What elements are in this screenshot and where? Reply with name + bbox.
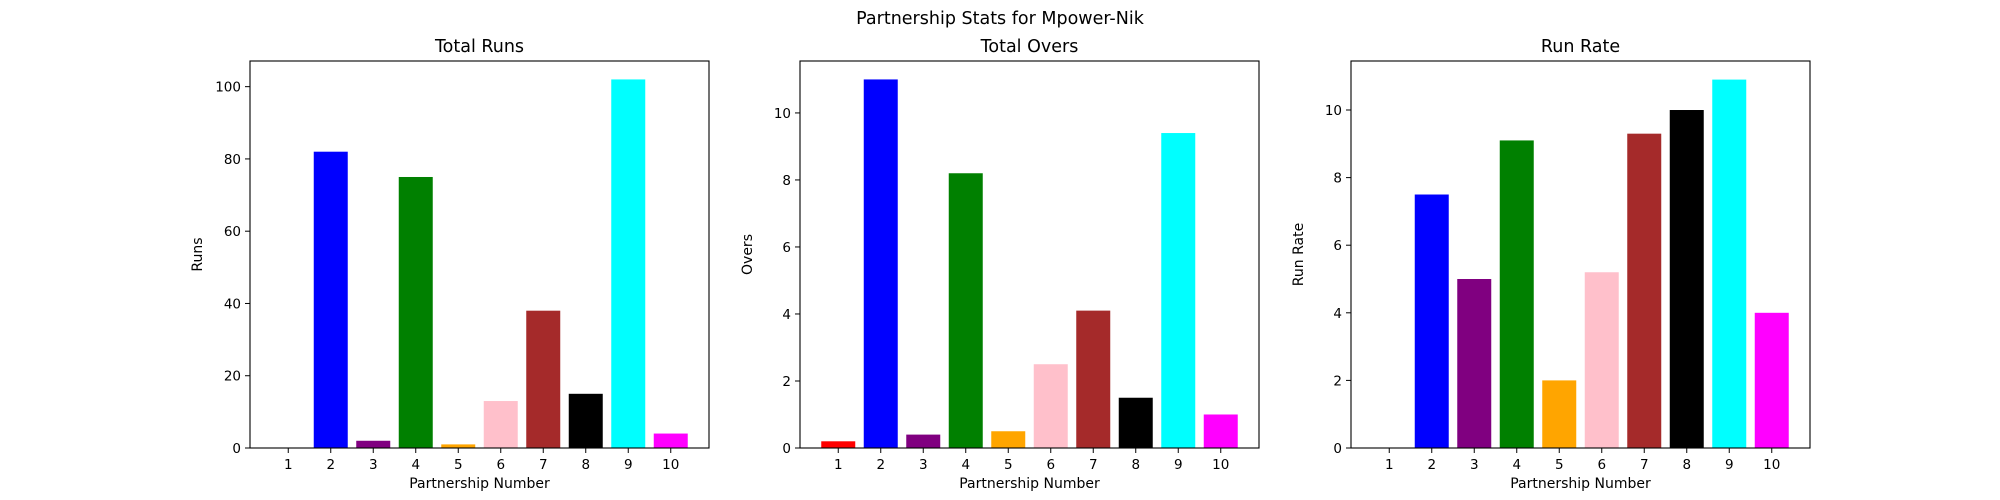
bar-runs-4 [398, 176, 433, 449]
y-tick-label-runs-100: 100 [215, 80, 241, 96]
bar-overs-9 [1161, 133, 1196, 449]
chart-run-rate: 1 2 3 4 5 6 7 8 9 10 0 2 4 6 8 10 Run Rate Partnership Nu… [1291, 37, 1811, 492]
x-tick-label-runs-6: 6 [496, 457, 505, 473]
axes-frame-runs [249, 60, 710, 449]
y-tick-label-run-rate-2: 2 [1333, 373, 1342, 389]
bar-run-rate-3 [1457, 279, 1492, 448]
bar-overs-6 [1033, 364, 1068, 448]
y-tick-label-run-rate-6: 6 [1333, 238, 1342, 254]
x-tick-label-overs-4: 4 [961, 457, 970, 473]
y-tick-label-runs-20: 20 [224, 369, 241, 385]
axes-frame-overs [799, 60, 1260, 449]
bar-runs-5 [441, 444, 476, 448]
bar-runs-3 [356, 440, 391, 448]
bar-overs-2 [863, 79, 898, 449]
x-tick-label-runs-9: 9 [624, 457, 633, 473]
x-tick-label-overs-3: 3 [919, 457, 928, 473]
y-tick-label-overs-10: 10 [774, 106, 791, 122]
y-tick-label-run-rate-4: 4 [1333, 306, 1342, 322]
x-tick-label-runs-8: 8 [581, 457, 590, 473]
x-tick-label-run-rate-6: 6 [1597, 457, 1606, 473]
x-tick-label-overs-6: 6 [1046, 457, 1055, 473]
x-tick-label-runs-4: 4 [411, 457, 420, 473]
bar-overs-10 [1203, 414, 1238, 448]
y-tick-label-overs-8: 8 [782, 173, 791, 189]
x-tick-label-runs-2: 2 [326, 457, 335, 473]
x-tick-label-run-rate-5: 5 [1555, 457, 1564, 473]
y-tick-label-overs-4: 4 [782, 307, 791, 323]
x-tick-label-overs-9: 9 [1174, 457, 1183, 473]
y-tick-label-overs-6: 6 [782, 240, 791, 256]
bar-runs-9 [611, 79, 646, 449]
x-tick-label-overs-2: 2 [876, 457, 885, 473]
bar-overs-8 [1118, 397, 1153, 448]
y-tick-label-run-rate-0: 0 [1333, 441, 1342, 457]
bar-run-rate-8 [1669, 110, 1704, 448]
x-tick-label-run-rate-8: 8 [1682, 457, 1691, 473]
axes-title-overs: Total Overs [980, 37, 1079, 57]
bar-run-rate-4 [1499, 140, 1534, 448]
figure-title: Partnership Stats for Mpower-Nik [856, 9, 1145, 29]
x-tick-label-overs-8: 8 [1131, 457, 1140, 473]
y-tick-label-runs-60: 60 [224, 224, 241, 240]
x-tick-label-run-rate-10: 10 [1763, 457, 1780, 473]
bar-run-rate-6 [1584, 272, 1619, 448]
x-axis-label-runs: Partnership Number [409, 476, 550, 492]
y-tick-label-runs-80: 80 [224, 152, 241, 168]
bar-run-rate-10 [1754, 312, 1789, 448]
bar-overs-3 [906, 434, 941, 448]
x-tick-label-run-rate-9: 9 [1725, 457, 1734, 473]
bar-runs-6 [483, 401, 518, 448]
bar-run-rate-9 [1712, 79, 1747, 448]
x-tick-label-runs-5: 5 [454, 457, 463, 473]
bar-run-rate-2 [1414, 194, 1449, 448]
bar-runs-7 [526, 310, 561, 448]
y-tick-label-runs-0: 0 [232, 441, 241, 457]
bar-overs-1 [821, 441, 856, 448]
y-tick-label-runs-40: 40 [224, 296, 241, 312]
bar-run-rate-7 [1627, 133, 1662, 449]
x-axis-label-overs: Partnership Number [959, 476, 1100, 492]
axes-title-runs: Total Runs [434, 37, 524, 57]
x-tick-label-run-rate-1: 1 [1385, 457, 1394, 473]
x-tick-label-overs-1: 1 [834, 457, 843, 473]
bar-run-rate-5 [1542, 380, 1577, 448]
x-tick-label-run-rate-7: 7 [1640, 457, 1649, 473]
bar-runs-10 [653, 433, 688, 448]
x-tick-label-runs-1: 1 [284, 457, 293, 473]
x-tick-label-run-rate-4: 4 [1512, 457, 1521, 473]
y-tick-label-overs-0: 0 [782, 441, 791, 457]
x-tick-label-runs-10: 10 [662, 457, 679, 473]
bar-overs-7 [1076, 310, 1111, 448]
y-tick-label-run-rate-8: 8 [1333, 171, 1342, 187]
x-axis-label-run-rate: Partnership Number [1510, 476, 1651, 492]
x-tick-label-run-rate-2: 2 [1427, 457, 1436, 473]
x-tick-label-overs-7: 7 [1089, 457, 1098, 473]
bar-runs-2 [313, 151, 348, 448]
axes-title-run-rate: Run Rate [1541, 37, 1620, 57]
x-tick-label-run-rate-3: 3 [1470, 457, 1479, 473]
bar-runs-8 [568, 393, 603, 448]
y-tick-label-overs-2: 2 [782, 374, 791, 390]
chart-overs: 1 2 3 4 5 6 7 8 9 10 0 2 4 6 8 10 Total Overs Partnership… [740, 37, 1260, 492]
y-axis-label-runs: Runs [190, 237, 206, 271]
y-axis-label-overs: Overs [740, 234, 756, 275]
x-tick-label-overs-5: 5 [1004, 457, 1013, 473]
axes-frame-run-rate [1350, 60, 1811, 449]
x-tick-label-overs-10: 10 [1212, 457, 1229, 473]
bar-overs-4 [948, 173, 983, 448]
y-axis-label-run-rate: Run Rate [1291, 223, 1307, 286]
y-tick-label-run-rate-10: 10 [1325, 103, 1342, 119]
x-tick-label-runs-3: 3 [369, 457, 378, 473]
bar-overs-5 [991, 431, 1026, 448]
x-tick-label-runs-7: 7 [539, 457, 548, 473]
